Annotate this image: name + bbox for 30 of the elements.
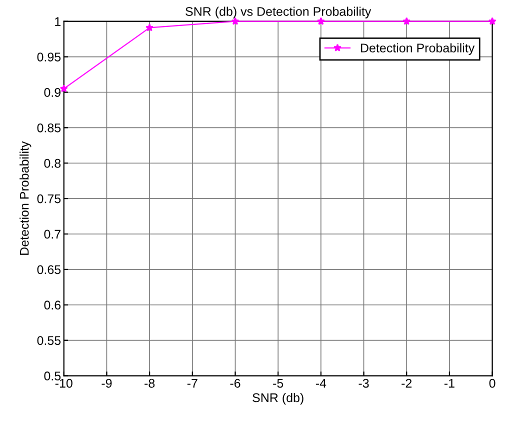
y-tick-label: 0.8 bbox=[44, 158, 61, 168]
x-tick-label: -4 bbox=[316, 378, 326, 388]
x-tick-label: -9 bbox=[102, 378, 112, 388]
y-tick-label: 0.5 bbox=[44, 372, 61, 380]
y-tick-label: 1 bbox=[55, 17, 60, 26]
point bbox=[402, 17, 411, 25]
y-tick-label: 0.9 bbox=[44, 88, 61, 97]
x-tick-label: 0 bbox=[489, 378, 496, 388]
x-tick-label: -10 bbox=[55, 378, 72, 388]
y-tick-label: 0.55 bbox=[37, 336, 61, 345]
y-tick-label: 0.85 bbox=[37, 123, 61, 132]
x-tick-label: -1 bbox=[444, 378, 454, 388]
point bbox=[60, 84, 68, 92]
x-tick-label: -8 bbox=[144, 378, 155, 388]
x-tick-label: -7 bbox=[187, 378, 198, 388]
x-tick-label: -3 bbox=[358, 378, 369, 388]
chart-title: SNR (db) vs Detection Probability bbox=[186, 6, 372, 18]
x-axis-title: SNR (db) bbox=[252, 392, 304, 405]
point bbox=[146, 24, 154, 32]
y-axis-title: Detection Probability bbox=[20, 141, 32, 255]
x-tick-label: -2 bbox=[402, 378, 412, 388]
legend-label: Detection Probability bbox=[361, 43, 475, 55]
y-tick-label: 0.7 bbox=[44, 230, 60, 239]
y-tick-label: 0.95 bbox=[37, 52, 61, 62]
y-tick-label: 0.6 bbox=[44, 300, 61, 310]
x-tick-label: -6 bbox=[230, 378, 240, 388]
point bbox=[488, 17, 496, 25]
x-tick-label: -5 bbox=[273, 378, 284, 388]
y-tick-label: 0.75 bbox=[37, 194, 61, 204]
y-tick-label: 0.65 bbox=[37, 265, 61, 274]
